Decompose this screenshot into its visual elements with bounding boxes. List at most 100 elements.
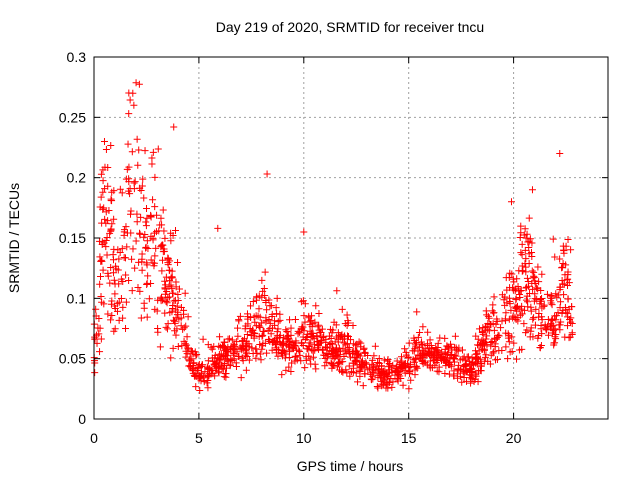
data-point — [172, 331, 180, 339]
data-point — [522, 263, 530, 271]
y-tick-label: 0.2 — [67, 170, 87, 186]
data-point — [104, 310, 112, 318]
data-point — [544, 331, 552, 339]
data-point — [511, 303, 519, 311]
data-point — [307, 312, 315, 320]
data-point — [306, 318, 314, 326]
data-point — [340, 333, 348, 341]
data-point — [424, 328, 432, 336]
data-point — [134, 161, 142, 169]
data-point — [215, 362, 223, 370]
data-point — [517, 249, 525, 257]
data-point — [564, 295, 572, 303]
data-point — [165, 293, 173, 301]
data-point — [523, 274, 531, 282]
y-tick-label: 0.3 — [67, 49, 87, 65]
data-point — [161, 277, 169, 285]
data-point — [198, 361, 206, 369]
data-point — [418, 356, 426, 364]
data-point — [554, 309, 562, 317]
data-point — [251, 330, 259, 338]
data-point — [384, 355, 392, 363]
data-point — [286, 316, 294, 324]
data-point — [309, 353, 317, 361]
data-point — [498, 347, 506, 355]
data-point — [558, 264, 566, 272]
data-point — [443, 342, 451, 350]
data-point — [174, 308, 182, 316]
data-point — [385, 366, 393, 374]
data-point — [116, 185, 124, 193]
data-point — [528, 239, 536, 247]
data-point — [143, 280, 151, 288]
data-point — [234, 352, 242, 360]
data-point — [263, 170, 271, 178]
data-point — [296, 351, 304, 359]
data-point — [93, 339, 101, 347]
data-point — [556, 286, 564, 294]
data-point — [274, 325, 282, 333]
data-point — [509, 312, 517, 320]
data-point — [558, 309, 566, 317]
data-point — [181, 289, 189, 297]
data-point — [517, 222, 525, 230]
data-point — [505, 338, 513, 346]
data-point — [168, 274, 176, 282]
data-point — [127, 210, 135, 218]
data-point — [538, 330, 546, 338]
data-point — [118, 189, 126, 197]
data-point — [104, 272, 112, 280]
data-point — [481, 353, 489, 361]
data-point — [484, 325, 492, 333]
data-point — [568, 320, 576, 328]
data-point — [343, 311, 351, 319]
data-point — [169, 344, 177, 352]
data-point — [418, 338, 426, 346]
data-point — [132, 79, 140, 87]
data-point — [338, 305, 346, 313]
data-point — [458, 378, 466, 386]
data-point — [258, 276, 266, 284]
data-point — [117, 294, 125, 302]
data-point — [99, 166, 107, 174]
data-point — [214, 224, 222, 232]
data-point — [180, 310, 188, 318]
data-point — [141, 147, 149, 155]
data-point — [475, 325, 483, 333]
data-point — [124, 140, 132, 148]
data-point — [547, 299, 555, 307]
data-point — [518, 240, 526, 248]
data-point — [109, 256, 117, 264]
data-point — [268, 312, 276, 320]
data-point — [335, 366, 343, 374]
data-point — [230, 355, 238, 363]
data-point — [291, 341, 299, 349]
data-point — [404, 353, 412, 361]
data-point — [349, 321, 357, 329]
data-point — [321, 362, 329, 370]
data-point — [402, 348, 410, 356]
data-point — [487, 321, 495, 329]
data-point — [159, 256, 167, 264]
data-point — [567, 246, 575, 254]
data-point — [503, 286, 511, 294]
data-point — [508, 347, 516, 355]
data-point — [407, 376, 415, 384]
data-point — [433, 367, 441, 375]
data-point — [223, 348, 231, 356]
data-point — [525, 214, 533, 222]
data-point — [525, 259, 533, 267]
data-point — [156, 343, 164, 351]
data-point — [193, 351, 201, 359]
data-point — [216, 333, 224, 341]
data-point — [97, 293, 105, 301]
data-point — [411, 340, 419, 348]
data-point — [450, 372, 458, 380]
data-point — [139, 175, 147, 183]
data-point — [522, 296, 530, 304]
data-point — [103, 251, 111, 259]
data-point — [122, 324, 130, 332]
data-point — [305, 342, 313, 350]
data-point — [523, 230, 531, 238]
data-point — [99, 188, 107, 196]
